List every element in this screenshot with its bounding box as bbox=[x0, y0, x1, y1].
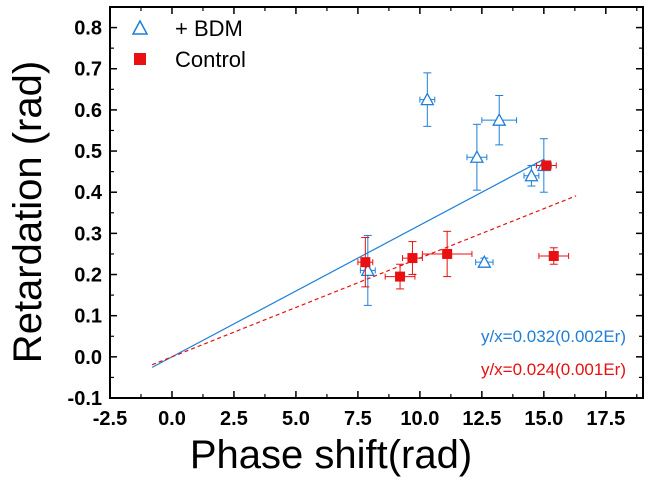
y-tick-label: 0.6 bbox=[74, 100, 102, 122]
fit-annotation: y/x=0.024(0.001Er) bbox=[481, 360, 626, 379]
data-point-series-1-0 bbox=[357, 236, 374, 288]
y-axis: -0.1 0.0 0.1 0.2 0.3 0.4 0.5 0.6 0.7 0.8 bbox=[68, 18, 643, 410]
data-point-series-0-5 bbox=[523, 164, 540, 187]
y-tick-label: 0.1 bbox=[74, 306, 102, 328]
square-marker bbox=[541, 160, 552, 171]
legend-marker-bdm bbox=[131, 19, 149, 35]
x-tick-label: 7.5 bbox=[344, 408, 372, 430]
legend-label: Control bbox=[175, 47, 246, 72]
x-tick-label: 5.0 bbox=[282, 408, 310, 430]
x-axis: -2.5 0.0 2.5 5.0 7.5 10.0 12.5 15.0 17.5 bbox=[93, 7, 638, 430]
data-point-series-0-2 bbox=[466, 123, 488, 191]
square-marker bbox=[395, 271, 406, 282]
data-point-series-1-1 bbox=[384, 263, 416, 290]
legend-label: + BDM bbox=[175, 16, 243, 41]
fit-line-series-0 bbox=[151, 158, 545, 368]
x-tick-label: -2.5 bbox=[93, 408, 127, 430]
fit-annotations: y/x=0.032(0.002Er) y/x=0.024(0.001Er) bbox=[481, 327, 626, 379]
x-axis-title: Phase shift(rad) bbox=[190, 433, 472, 477]
x-tick-label: 12.5 bbox=[462, 408, 501, 430]
data-point-series-0-0 bbox=[359, 234, 376, 306]
square-marker bbox=[407, 253, 418, 264]
x-tick-label: 17.5 bbox=[586, 408, 625, 430]
x-tick-label: 0.0 bbox=[158, 408, 186, 430]
x-tick-label: 15.0 bbox=[524, 408, 563, 430]
y-tick-label: 0.4 bbox=[74, 182, 103, 204]
data-point-series-0-1 bbox=[419, 72, 436, 127]
data-point-series-1-3 bbox=[421, 230, 473, 278]
y-tick-label: 0.2 bbox=[74, 265, 102, 287]
triangle-marker bbox=[477, 254, 492, 268]
plot-frame bbox=[109, 6, 644, 399]
data-point-series-1-2 bbox=[402, 241, 423, 276]
triangle-marker bbox=[492, 112, 507, 126]
data-points bbox=[357, 72, 570, 306]
y-tick-label: 0.5 bbox=[74, 141, 102, 163]
data-point-series-0-3 bbox=[475, 254, 494, 268]
legend: + BDM Control bbox=[131, 16, 246, 72]
x-tick-label: 10.0 bbox=[400, 408, 439, 430]
triangle-marker bbox=[420, 92, 435, 106]
fit-annotation: y/x=0.032(0.002Er) bbox=[481, 327, 626, 346]
y-tick-label: -0.1 bbox=[68, 388, 102, 410]
square-marker bbox=[442, 248, 453, 259]
triangle-marker bbox=[524, 168, 539, 182]
triangle-marker bbox=[360, 263, 375, 277]
y-tick-label: 0.7 bbox=[74, 59, 102, 81]
data-point-series-0-4 bbox=[481, 94, 518, 146]
y-axis-title: Retardation (rad) bbox=[6, 61, 50, 363]
fit-line-series-1 bbox=[151, 195, 577, 366]
square-marker bbox=[360, 257, 371, 268]
square-marker bbox=[548, 251, 559, 262]
plot-border bbox=[109, 6, 644, 399]
y-tick-label: 0.0 bbox=[74, 347, 102, 369]
data-point-series-1-4 bbox=[535, 160, 557, 171]
x-tick-label: 2.5 bbox=[220, 408, 248, 430]
triangle-marker bbox=[469, 149, 484, 163]
y-tick-label: 0.8 bbox=[74, 18, 102, 40]
legend-marker-control bbox=[134, 53, 146, 65]
y-tick-label: 0.3 bbox=[74, 223, 102, 245]
fit-lines bbox=[151, 158, 577, 368]
data-point-series-1-5 bbox=[538, 247, 570, 265]
